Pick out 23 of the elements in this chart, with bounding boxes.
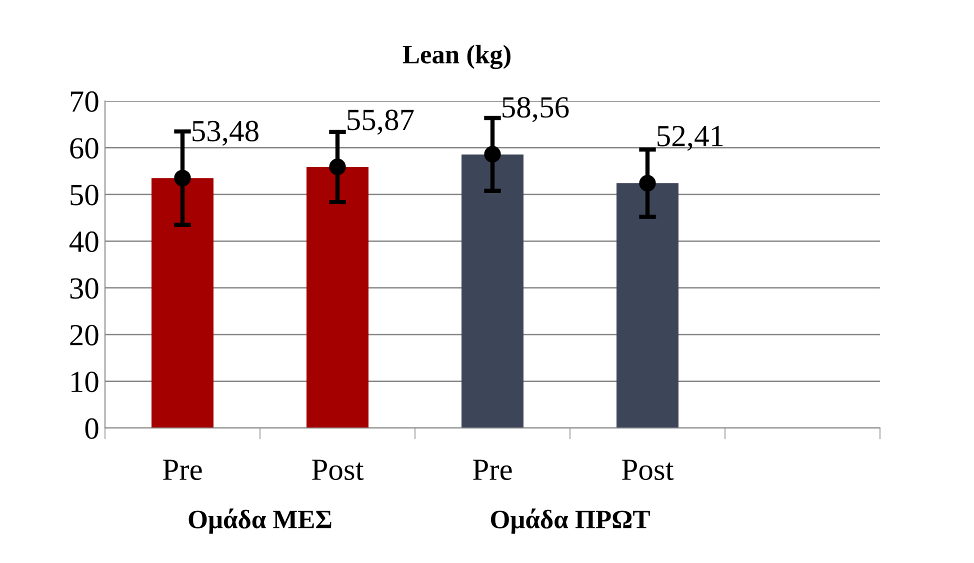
x-tick-label: Post xyxy=(622,460,674,480)
data-label: 58,56 xyxy=(502,97,569,122)
point xyxy=(329,158,346,176)
point xyxy=(484,146,501,163)
y-tick-label: 60 xyxy=(70,138,98,159)
chart-title: Lean (kg) xyxy=(402,44,510,70)
data-label: 55,87 xyxy=(348,110,414,135)
data-label: 53,48 xyxy=(192,120,258,146)
data-label: 52,41 xyxy=(658,126,723,151)
y-tick-label: 40 xyxy=(69,231,98,252)
y-tick-label: 0 xyxy=(85,418,98,439)
point xyxy=(639,174,656,192)
y-tick-label: 50 xyxy=(70,184,98,206)
y-tick-label: 70 xyxy=(70,91,98,112)
y-tick-label: 20 xyxy=(70,324,98,346)
x-tick-label: Pre xyxy=(473,460,512,480)
x-tick-label: Post xyxy=(312,460,364,480)
text: Ομάδα ΠΡΩΤ xyxy=(490,508,650,534)
point xyxy=(174,170,191,186)
y-tick-label: 10 xyxy=(72,372,98,392)
x-tick-label: Pre xyxy=(163,460,202,480)
y-tick-label: 30 xyxy=(70,278,98,299)
text: Ομάδα ΜΕΣ xyxy=(188,508,332,534)
